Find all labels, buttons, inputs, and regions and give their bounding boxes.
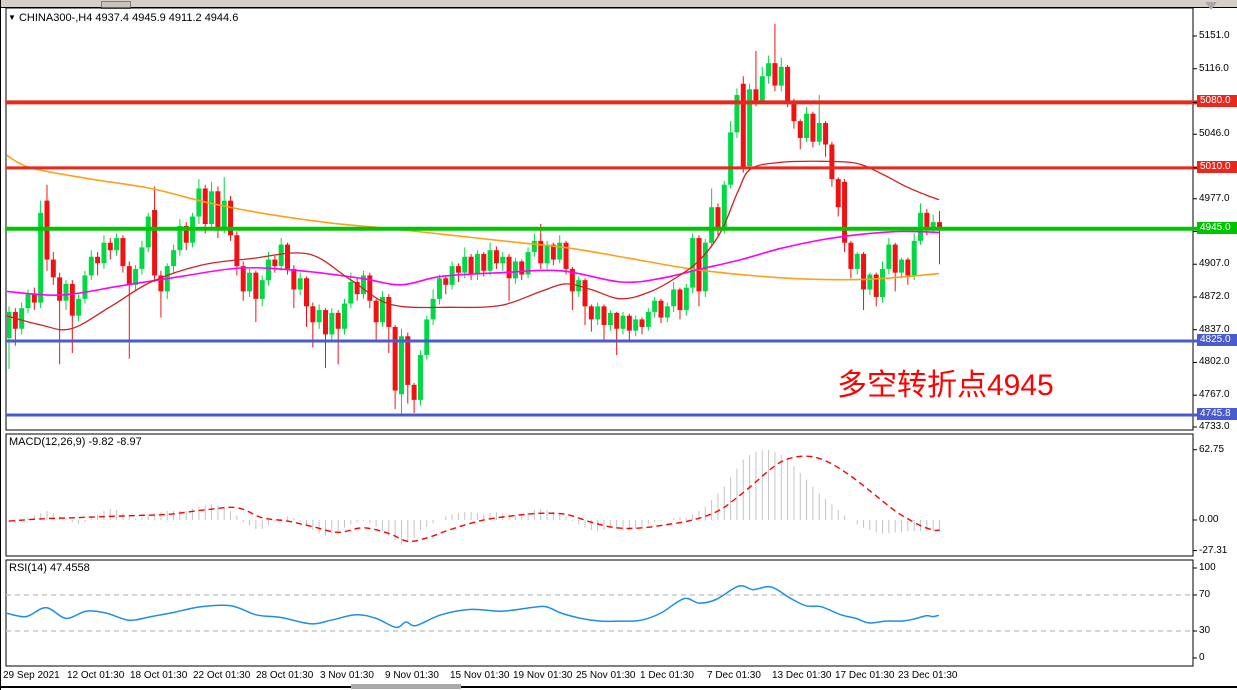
macd-tick-label: 0.00 [1199,514,1219,525]
rsi-current-value: 47.4558 [49,562,90,574]
ma-slow-orange [7,154,940,281]
rsi-indicator-label: RSI(14) 47.4558 [9,562,90,574]
macd-name: MACD(12,26,9) [9,436,86,448]
rsi-plot-area[interactable] [5,559,1194,667]
rsi-name: RSI(14) [9,562,47,574]
price-badge-4825.0: 4825.0 [1197,333,1237,346]
price-badge-4945.0: 4945.0 [1197,221,1237,234]
date-label: 25 Nov 01:30 [576,670,636,681]
macd-plot-area[interactable] [5,433,1194,557]
chart-title: ▼ CHINA300-,H4 4937.4 4945.9 4911.2 4944… [8,12,238,24]
price-tick-label: 4802.0 [1199,356,1230,368]
date-label: 29 Sep 2021 [3,670,60,681]
price-tick-label: 4767.0 [1199,389,1230,401]
horizontal-scrollbar [1,684,1237,690]
date-label: 18 Oct 01:30 [130,670,188,681]
rsi-tick-label: 70 [1199,589,1211,600]
date-label: 13 Dec 01:30 [772,670,832,681]
price-tick-label: 4977.0 [1199,192,1230,204]
macd-signal-line [8,455,940,543]
date-label: 7 Dec 01:30 [707,670,761,681]
price-tick-label: 4907.0 [1199,258,1230,270]
macd-tick-label: -27.31 [1199,544,1228,556]
price-tick-label: 5151.0 [1199,30,1230,41]
chart-shift-marker-icon[interactable] [1205,2,1217,10]
price-tick-label: 5046.0 [1199,128,1230,140]
date-label: 15 Nov 01:30 [450,670,510,681]
date-label: 17 Dec 01:30 [835,670,895,681]
rsi-layer [5,584,1193,632]
rsi-tick-label: 30 [1199,625,1211,636]
date-label: 23 Dec 01:30 [898,670,958,681]
trend-annotation-text: 多空转折点4945 [837,369,1054,402]
price-tick-label: 5116.0 [1199,62,1229,74]
price-tick-label: 4733.0 [1199,420,1230,432]
symbol-dropdown-icon[interactable]: ▼ [8,13,16,22]
scrollbar-thumb[interactable] [351,684,461,689]
macd-current-values: -9.82 -8.97 [88,436,142,448]
main-plot-area[interactable] [5,7,1194,431]
price-badge-5010.0: 5010.0 [1197,160,1237,173]
price-badge-4745.8: 4745.8 [1197,408,1237,421]
rsi-line [5,584,940,629]
macd-indicator-label: MACD(12,26,9) -9.82 -8.97 [9,436,142,448]
date-label: 9 Nov 01:30 [385,670,439,681]
date-label: 12 Oct 01:30 [67,670,125,681]
ma-fast-red [7,160,940,331]
symbol-period-label: CHINA300-,H4 [18,12,93,24]
date-label: 3 Nov 01:30 [320,670,374,681]
rsi-tick-label: 0 [1199,652,1205,663]
price-tick-label: 4837.0 [1199,323,1230,335]
macd-tick-label: 62.75 [1199,443,1225,455]
candles-layer [7,23,943,416]
price-tick-label: 4872.0 [1199,290,1230,302]
date-label: 19 Nov 01:30 [513,670,573,681]
date-label: 28 Oct 01:30 [256,670,314,681]
macd-layer [8,449,941,545]
date-label: 22 Oct 01:30 [193,670,251,681]
ma-medium-magenta [7,230,940,297]
price-badge-5080.0: 5080.0 [1197,95,1237,108]
ohlc-values: 4937.4 4945.9 4911.2 4944.6 [95,12,239,24]
date-label: 1 Dec 01:30 [640,670,694,681]
scrollbar-track [1,686,1237,688]
rsi-tick-label: 100 [1199,562,1216,573]
